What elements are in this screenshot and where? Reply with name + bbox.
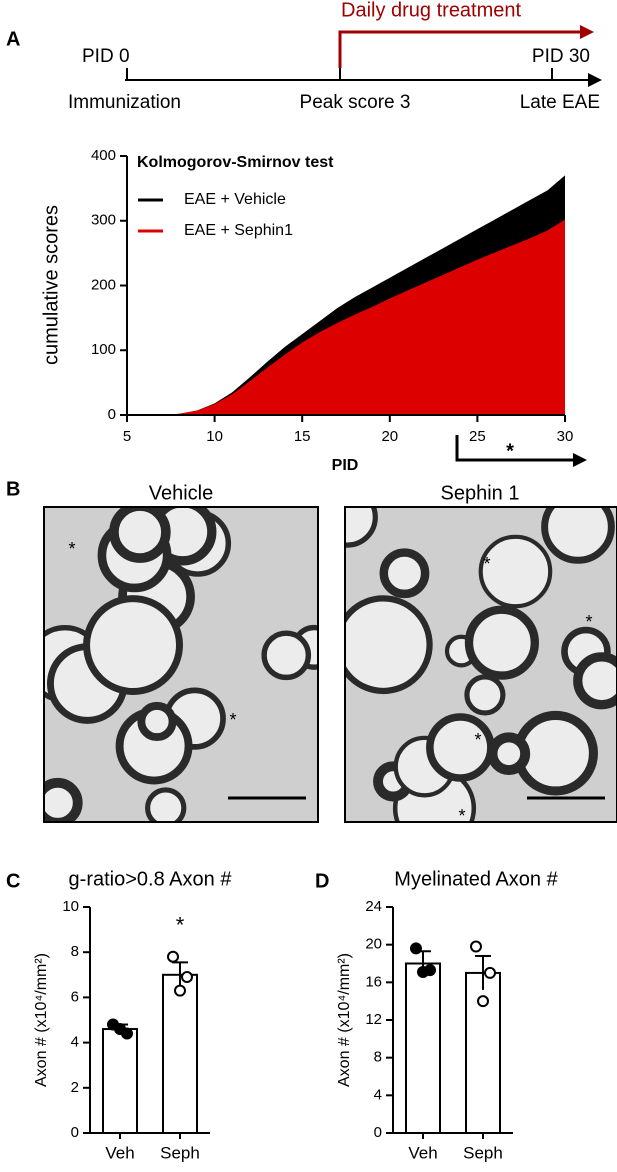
y-tick-label: 16 — [365, 973, 382, 990]
axon — [426, 713, 495, 782]
bracket-arrowhead — [573, 453, 587, 467]
x-axis-label: PID — [332, 457, 359, 474]
chart-title: Kolmogorov-Smirnov test — [137, 154, 334, 171]
axon — [464, 674, 506, 716]
y-axis-label: Axon # (x10⁴/mm²) — [33, 953, 50, 1087]
axon — [541, 507, 615, 564]
axon — [464, 605, 539, 680]
micrograph-title: Sephin 1 — [441, 482, 520, 504]
y-tick-label: 200 — [91, 276, 116, 293]
y-tick-label: 8 — [71, 943, 79, 960]
bar — [102, 1028, 138, 1135]
axon — [145, 787, 187, 822]
data-point — [181, 971, 193, 984]
y-tick-label: 24 — [365, 898, 382, 915]
y-tick-label: 100 — [91, 341, 116, 358]
legend-label: EAE + Vehicle — [184, 191, 286, 208]
area — [127, 219, 565, 415]
panel-label: D — [315, 870, 329, 892]
data-point — [417, 965, 429, 978]
data-point — [484, 966, 496, 979]
axon — [379, 548, 430, 599]
data-point — [477, 995, 489, 1008]
axon — [345, 507, 378, 548]
x-tick-label: 10 — [206, 428, 223, 445]
axon — [573, 652, 617, 710]
data-point — [167, 950, 179, 963]
micrograph-frame — [344, 506, 617, 823]
axon — [44, 777, 83, 822]
annotation: * — [506, 440, 514, 462]
micrograph: ** — [43, 506, 319, 823]
y-axis-label: Axon # (x10⁴/mm²) — [336, 953, 353, 1087]
timeline-label: PID 30 — [532, 46, 590, 67]
axon — [261, 630, 312, 681]
y-tick-label: 0 — [108, 406, 116, 423]
axon — [137, 701, 177, 742]
micrograph-mark: * — [474, 730, 481, 750]
data-point — [174, 984, 186, 997]
annotation: * — [176, 913, 185, 938]
chart-title: g-ratio>0.8 Axon # — [69, 868, 233, 890]
x-tick-label: 30 — [557, 428, 574, 445]
micrograph-mark: * — [458, 806, 465, 826]
timeline-arrowhead — [588, 73, 602, 87]
treatment-arrowhead — [580, 25, 594, 39]
x-tick-label: Seph — [160, 1143, 200, 1162]
legend-label: EAE + Sephin1 — [184, 222, 293, 239]
panel-label: C — [6, 870, 20, 892]
y-tick-label: 10 — [62, 898, 79, 915]
micrograph-mark: * — [483, 554, 490, 574]
timeline-event: Peak score 3 — [300, 92, 411, 113]
significance-bracket — [455, 435, 575, 462]
axon — [83, 595, 183, 696]
timeline-event: Immunization — [68, 92, 181, 113]
data-point — [470, 940, 482, 953]
micrograph-mark: * — [68, 539, 75, 559]
y-tick-label: 0 — [71, 1124, 79, 1141]
micrograph-mark: * — [229, 710, 236, 730]
axon — [345, 595, 433, 695]
y-tick-label: 2 — [71, 1079, 79, 1096]
x-tick-label: 15 — [294, 428, 311, 445]
data-point — [114, 1023, 126, 1036]
x-tick-label: Seph — [463, 1143, 503, 1162]
y-tick-label: 8 — [374, 1049, 382, 1066]
y-tick-label: 400 — [91, 147, 116, 164]
y-tick-label: 4 — [71, 1034, 79, 1051]
chart-title: Myelinated Axon # — [394, 868, 558, 890]
y-tick-label: 0 — [374, 1124, 382, 1141]
panel-label: B — [6, 478, 20, 500]
y-tick-label: 6 — [71, 988, 79, 1005]
axon — [487, 732, 531, 776]
panel-label: A — [6, 28, 20, 50]
axon — [109, 507, 171, 563]
bar — [162, 973, 198, 1134]
bar — [405, 962, 441, 1134]
y-axis-label: cumulative scores — [40, 205, 62, 365]
x-tick-label: 25 — [469, 428, 486, 445]
micrograph-title: Vehicle — [149, 482, 214, 504]
y-tick-label: 4 — [374, 1086, 382, 1103]
y-tick-label: 300 — [91, 212, 116, 229]
x-tick-label: Veh — [408, 1143, 437, 1162]
y-tick-label: 12 — [365, 1011, 382, 1028]
micrograph-mark: * — [585, 612, 592, 632]
micrograph-frame — [43, 506, 319, 823]
micrograph: * * * * — [344, 506, 617, 826]
x-tick-label: Veh — [105, 1143, 134, 1162]
x-tick-label: 20 — [381, 428, 398, 445]
treatment-arrow — [338, 30, 582, 68]
micrograph-content — [345, 507, 617, 822]
y-tick-label: 20 — [365, 936, 382, 953]
timeline-event: Late EAE — [520, 92, 600, 113]
timeline-label: PID 0 — [82, 46, 130, 67]
treatment-label: Daily drug treatment — [341, 0, 522, 21]
x-tick-label: 5 — [123, 428, 131, 445]
data-point — [410, 942, 422, 955]
micrograph-content — [44, 507, 318, 822]
axon — [478, 534, 553, 609]
